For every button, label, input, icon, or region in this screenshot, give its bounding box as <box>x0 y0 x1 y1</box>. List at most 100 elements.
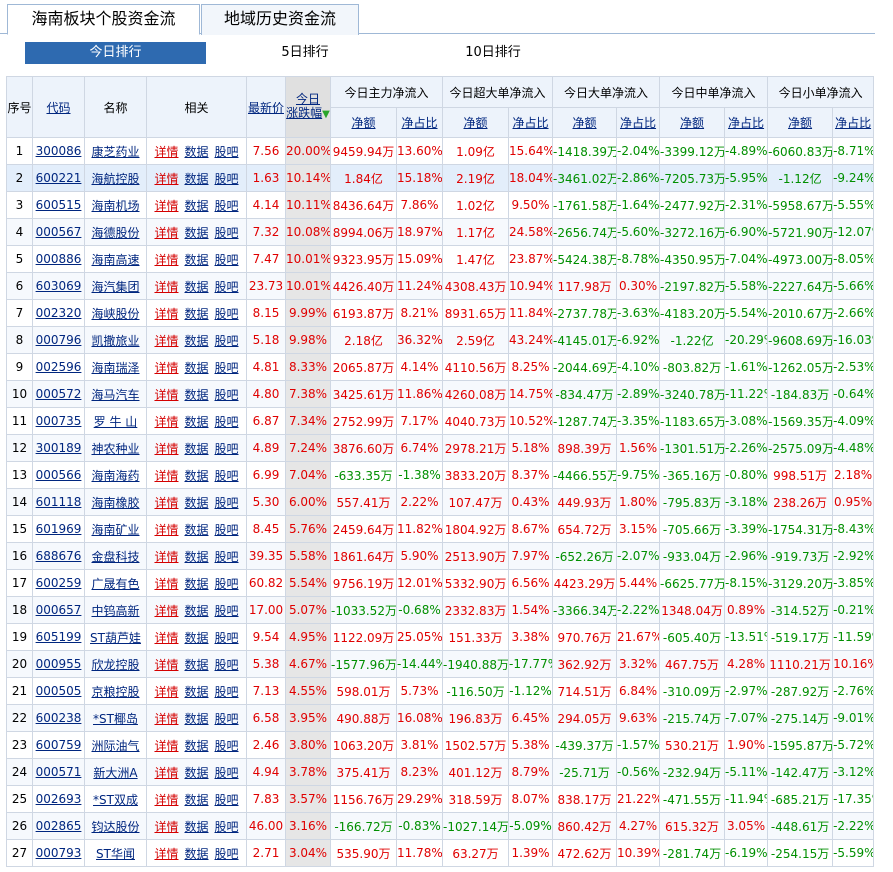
stock-code-link[interactable]: 605199 <box>35 630 82 644</box>
row-code[interactable]: 002320 <box>32 299 85 327</box>
table-row[interactable]: 22 600238 *ST椰岛 详情 数据 股吧 6.58 3.95% 490.88万 16.08… <box>6 704 875 732</box>
forum-link[interactable]: 股吧 <box>214 711 239 726</box>
header-main-ratio[interactable]: 净占比 <box>395 107 444 138</box>
stock-code-link[interactable]: 000886 <box>35 252 82 266</box>
stock-code-link[interactable]: 000505 <box>35 684 82 698</box>
data-link[interactable]: 数据 <box>184 441 209 456</box>
forum-link[interactable]: 股吧 <box>214 198 239 213</box>
stock-code-link[interactable]: 000571 <box>35 765 82 779</box>
row-name[interactable]: 中钨高新 <box>84 596 147 624</box>
stock-name-link[interactable]: 海南海药 <box>91 468 140 483</box>
stock-name-link[interactable]: 海南矿业 <box>91 522 140 537</box>
data-link[interactable]: 数据 <box>184 279 209 294</box>
detail-link[interactable]: 详情 <box>154 387 179 402</box>
table-row[interactable]: 4 000567 海德股份 详情 数据 股吧 7.32 10.08% 8994.06万 18.97… <box>6 218 875 246</box>
row-code[interactable]: 688676 <box>32 542 85 570</box>
tab-hainan-stock-fund-flow[interactable]: 海南板块个股资金流 <box>7 4 200 35</box>
stock-code-link[interactable]: 600259 <box>35 576 82 590</box>
forum-link[interactable]: 股吧 <box>214 252 239 267</box>
table-row[interactable]: 8 000796 凯撒旅业 详情 数据 股吧 5.18 9.98% 2.18亿 36.32% 2.5… <box>6 326 875 354</box>
row-name[interactable]: *ST双成 <box>84 785 147 813</box>
forum-link[interactable]: 股吧 <box>214 468 239 483</box>
header-price[interactable]: 最新价 <box>246 76 286 138</box>
data-link[interactable]: 数据 <box>184 306 209 321</box>
row-code[interactable]: 000567 <box>32 218 85 246</box>
row-name[interactable]: 海南机场 <box>84 191 147 219</box>
stock-code-link[interactable]: 002865 <box>35 819 82 833</box>
stock-name-link[interactable]: 海南瑞泽 <box>91 360 140 375</box>
table-row[interactable]: 19 605199 ST葫芦娃 详情 数据 股吧 9.54 4.95% 1122.09万 25.0… <box>6 623 875 651</box>
forum-link[interactable]: 股吧 <box>214 360 239 375</box>
table-row[interactable]: 12 300189 神农种业 详情 数据 股吧 4.89 7.24% 3876.60万 6.74%… <box>6 434 875 462</box>
header-main-ratio-label[interactable]: 净占比 <box>401 116 438 130</box>
header-change-line1[interactable]: 今日 <box>295 92 320 106</box>
detail-link[interactable]: 详情 <box>154 333 179 348</box>
header-mid-ratio[interactable]: 净占比 <box>724 107 769 138</box>
row-name[interactable]: ST华闻 <box>84 839 147 867</box>
row-name[interactable]: 海南瑞泽 <box>84 353 147 381</box>
detail-link[interactable]: 详情 <box>154 306 179 321</box>
stock-name-link[interactable]: 洲际油气 <box>91 738 140 753</box>
data-link[interactable]: 数据 <box>184 495 209 510</box>
row-code[interactable]: 600259 <box>32 569 85 597</box>
forum-link[interactable]: 股吧 <box>214 603 239 618</box>
table-row[interactable]: 26 002865 钧达股份 详情 数据 股吧 46.00 3.16% -166.72万 -0.8… <box>6 812 875 840</box>
stock-code-link[interactable]: 300189 <box>35 441 82 455</box>
row-code[interactable]: 600238 <box>32 704 85 732</box>
stock-name-link[interactable]: 海马汽车 <box>91 387 140 402</box>
forum-link[interactable]: 股吧 <box>214 792 239 807</box>
stock-name-link[interactable]: 海汽集团 <box>91 279 140 294</box>
stock-code-link[interactable]: 000566 <box>35 468 82 482</box>
header-price-label[interactable]: 最新价 <box>247 100 284 115</box>
stock-code-link[interactable]: 688676 <box>35 549 82 563</box>
data-link[interactable]: 数据 <box>184 144 209 159</box>
row-code[interactable]: 000886 <box>32 245 85 273</box>
row-name[interactable]: 海航控股 <box>84 164 147 192</box>
row-name[interactable]: 凯撒旅业 <box>84 326 147 354</box>
forum-link[interactable]: 股吧 <box>214 225 239 240</box>
table-row[interactable]: 5 000886 海南高速 详情 数据 股吧 7.47 10.01% 9323.95万 15.09… <box>6 245 875 273</box>
detail-link[interactable]: 详情 <box>154 198 179 213</box>
header-small-net[interactable]: 净额 <box>767 107 834 138</box>
row-name[interactable]: 海马汽车 <box>84 380 147 408</box>
detail-link[interactable]: 详情 <box>154 360 179 375</box>
data-link[interactable]: 数据 <box>184 252 209 267</box>
data-link[interactable]: 数据 <box>184 765 209 780</box>
row-code[interactable]: 002865 <box>32 812 85 840</box>
row-name[interactable]: *ST椰岛 <box>84 704 147 732</box>
data-link[interactable]: 数据 <box>184 738 209 753</box>
stock-name-link[interactable]: 中钨高新 <box>91 603 140 618</box>
forum-link[interactable]: 股吧 <box>214 657 239 672</box>
table-row[interactable]: 20 000955 欣龙控股 详情 数据 股吧 5.38 4.67% -1577.96万 -14.… <box>6 650 875 678</box>
detail-link[interactable]: 详情 <box>154 738 179 753</box>
forum-link[interactable]: 股吧 <box>214 414 239 429</box>
forum-link[interactable]: 股吧 <box>214 684 239 699</box>
stock-name-link[interactable]: 广晟有色 <box>91 576 140 591</box>
header-mid-ratio-label[interactable]: 净占比 <box>728 116 765 130</box>
table-row[interactable]: 17 600259 广晟有色 详情 数据 股吧 60.82 5.54% 9756.19万 12.0… <box>6 569 875 597</box>
header-code-label[interactable]: 代码 <box>46 100 71 115</box>
stock-name-link[interactable]: 罗 牛 山 <box>93 414 138 429</box>
stock-name-link[interactable]: 海南机场 <box>91 198 140 213</box>
stock-code-link[interactable]: 300086 <box>35 144 82 158</box>
data-link[interactable]: 数据 <box>184 522 209 537</box>
row-code[interactable]: 002596 <box>32 353 85 381</box>
detail-link[interactable]: 详情 <box>154 630 179 645</box>
data-link[interactable]: 数据 <box>184 846 209 861</box>
row-name[interactable]: 海德股份 <box>84 218 147 246</box>
table-row[interactable]: 18 000657 中钨高新 详情 数据 股吧 17.00 5.07% -1033.52万 -0.… <box>6 596 875 624</box>
detail-link[interactable]: 详情 <box>154 144 179 159</box>
header-small-net-label[interactable]: 净额 <box>788 116 813 130</box>
data-link[interactable]: 数据 <box>184 657 209 672</box>
stock-code-link[interactable]: 000572 <box>35 387 82 401</box>
row-name[interactable]: 洲际油气 <box>84 731 147 759</box>
detail-link[interactable]: 详情 <box>154 576 179 591</box>
stock-name-link[interactable]: 海德股份 <box>91 225 140 240</box>
header-super-ratio[interactable]: 净占比 <box>508 107 554 138</box>
row-code[interactable]: 000955 <box>32 650 85 678</box>
table-row[interactable]: 9 002596 海南瑞泽 详情 数据 股吧 4.81 8.33% 2065.87万 4.14% 4… <box>6 353 875 381</box>
row-name[interactable]: 海汽集团 <box>84 272 147 300</box>
detail-link[interactable]: 详情 <box>154 468 179 483</box>
row-code[interactable]: 601118 <box>32 488 85 516</box>
row-code[interactable]: 600221 <box>32 164 85 192</box>
